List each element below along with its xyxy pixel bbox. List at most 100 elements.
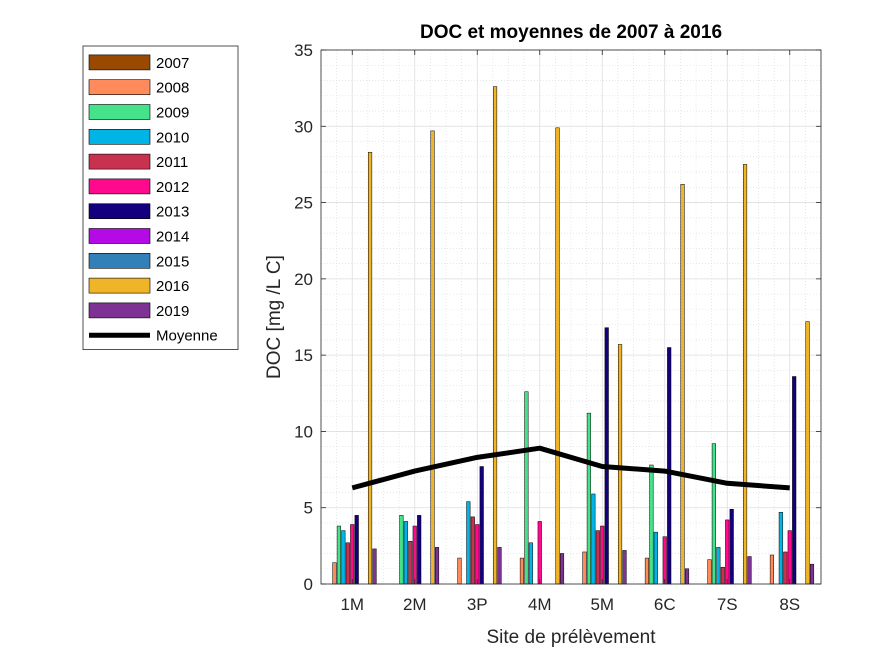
legend-swatch-2010: [88, 129, 151, 145]
legend-swatch-2013: [88, 203, 151, 219]
bar-2008-5M: [582, 551, 587, 585]
bar-2013-2M: [417, 515, 422, 585]
bar-2019-7S: [747, 556, 752, 585]
bar-2008-6C: [644, 557, 649, 585]
legend-label-2016: 2016: [156, 278, 189, 295]
x-tick-label: 7S: [717, 595, 738, 614]
bar-2008-3P: [457, 557, 462, 585]
legend-label-moyenne: Moyenne: [156, 328, 218, 345]
bar-2013-8S: [792, 376, 797, 585]
bar-2013-5M: [604, 327, 609, 585]
x-tick-label: 5M: [590, 595, 614, 614]
legend-label-2012: 2012: [156, 179, 189, 196]
legend-swatch-2012: [88, 178, 151, 195]
bar-2010-1M: [341, 530, 346, 585]
bar-2011-8S: [783, 551, 788, 585]
bar-2016-5M: [618, 344, 623, 585]
bar-2011-7S: [720, 566, 725, 585]
y-tick-label: 25: [294, 194, 313, 213]
bar-2009-7S: [711, 443, 716, 585]
bar-2010-2M: [403, 521, 408, 585]
mean-line-layer: [351, 445, 790, 491]
bar-2009-6C: [649, 464, 654, 585]
x-tick-label: 8S: [779, 595, 800, 614]
y-tick-label: 35: [294, 41, 313, 60]
bar-2016-7S: [743, 164, 748, 585]
legend-label-2010: 2010: [156, 129, 189, 146]
chart-title: DOC et moyennes de 2007 à 2016: [420, 22, 722, 43]
bar-2011-1M: [345, 542, 350, 585]
bar-2019-4M: [559, 553, 565, 585]
y-tick-label: 10: [294, 422, 313, 441]
legend-swatch-2009: [88, 104, 151, 120]
x-tick-label: 2M: [403, 595, 427, 614]
bar-2016-1M: [368, 151, 373, 585]
bar-2016-6C: [680, 184, 685, 585]
x-tick-label: 3P: [467, 595, 488, 614]
legend-swatch-2008: [88, 79, 151, 95]
bar-2010-3P: [466, 501, 471, 585]
bar-2011-3P: [470, 516, 475, 585]
bar-2012-5M: [600, 525, 605, 585]
bar-2011-2M: [408, 541, 413, 585]
bar-2010-6C: [653, 531, 658, 585]
bar-2016-4M: [555, 127, 560, 585]
bar-2012-7S: [725, 519, 730, 585]
bar-2009-5M: [586, 412, 591, 585]
bar-2008-8S: [769, 554, 774, 585]
bar-2019-6C: [684, 568, 690, 585]
legend-label-2013: 2013: [156, 204, 189, 221]
bar-2012-4M: [537, 521, 542, 585]
y-tick-label: 0: [304, 575, 313, 594]
bar-2013-6C: [667, 347, 672, 585]
bar-2019-3P: [497, 547, 502, 585]
legend-box: [82, 45, 239, 351]
y-tick-label: 30: [294, 117, 313, 136]
bar-2016-3P: [493, 86, 498, 585]
bar-2010-4M: [528, 542, 533, 585]
bar-2013-1M: [354, 515, 359, 585]
x-tick-label: 1M: [340, 595, 364, 614]
bar-2011-5M: [595, 530, 600, 585]
bar-2012-3P: [475, 524, 480, 585]
x-tick-label: 6C: [654, 595, 676, 614]
bar-2012-2M: [412, 525, 417, 585]
x-axis-label: Site de prélèvement: [487, 627, 657, 648]
bar-2008-7S: [707, 559, 712, 585]
legend-swatch-2014: [88, 228, 151, 244]
legend-swatch-2015: [88, 253, 151, 269]
bar-2016-2M: [430, 130, 435, 585]
bar-2012-8S: [787, 530, 792, 585]
y-tick-label: 15: [294, 346, 313, 365]
bar-2019-5M: [622, 550, 627, 585]
bar-2010-7S: [716, 547, 721, 585]
legend-label-2009: 2009: [156, 105, 189, 122]
bar-2019-2M: [434, 547, 440, 585]
bar-2010-8S: [778, 512, 783, 585]
legend-label-2008: 2008: [156, 80, 189, 97]
legend: 2007 2008 2009 2010 2011 2012 2013 2014 2015 2016…: [82, 45, 239, 351]
legend-label-2007: 2007: [156, 55, 189, 72]
legend-swatch-2011: [88, 153, 151, 170]
y-tick-label: 20: [294, 270, 313, 289]
x-tick-label: 4M: [528, 595, 552, 614]
bar-2016-8S: [805, 321, 810, 585]
bar-2012-6C: [662, 536, 667, 585]
bar-2013-3P: [479, 466, 484, 585]
mean-line: [351, 445, 790, 491]
bar-2008-1M: [332, 562, 337, 585]
axes-box: [320, 49, 822, 585]
legend-swatch-2016: [88, 277, 151, 294]
bar-2008-4M: [519, 557, 524, 585]
legend-swatch-2007: [88, 54, 151, 71]
bar-2009-4M: [524, 391, 529, 585]
legend-label-2019: 2019: [156, 303, 189, 320]
y-axis-label: DOC [mg /L C]: [264, 255, 285, 379]
y-tick-label: 5: [304, 499, 313, 518]
axes: 0 5 10 15 20 25 30 35 1M 2M 3P 4M 5M 6C 7S 8S: [294, 41, 822, 614]
bar-2013-7S: [729, 508, 734, 585]
legend-swatch-2019: [88, 302, 151, 319]
legend-label-2011: 2011: [156, 154, 188, 171]
bar-2009-2M: [399, 515, 404, 585]
